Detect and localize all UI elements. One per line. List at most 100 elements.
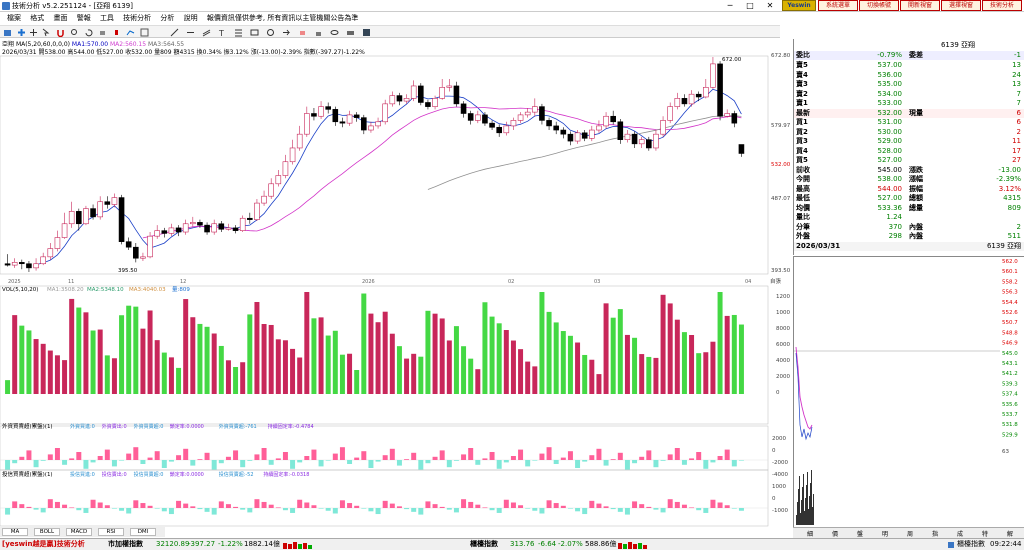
volume-bar (268, 324, 274, 394)
volume-bar (575, 342, 581, 394)
switch-account-button[interactable]: 切換帳號 (859, 0, 899, 11)
zoom-icon[interactable] (70, 28, 79, 37)
eraser-icon[interactable] (298, 28, 307, 37)
menu-format[interactable]: 格式 (30, 14, 45, 22)
quote-tab-3[interactable]: 明 (881, 531, 888, 538)
quote-tab-6[interactable]: 成 (956, 531, 963, 538)
ask-row-3[interactable]: 賣3 535.00 13 (794, 80, 1024, 89)
flow-bar (361, 451, 367, 460)
menu-file[interactable]: 檔案 (7, 14, 21, 22)
lock-icon[interactable] (314, 28, 323, 37)
candle-body (717, 63, 723, 117)
price-chart[interactable]: 672.00 395.50 672.80 579.97 532.00 487.07 393.… (0, 0, 790, 538)
ask-row-1[interactable]: 賣1 533.00 7 (794, 99, 1024, 108)
quote-tab-4[interactable]: 周 (906, 531, 913, 538)
indicator-tab-ma[interactable]: MA (2, 528, 28, 536)
menu-alert[interactable]: 警報 (76, 14, 91, 22)
menu-tools[interactable]: 工具 (99, 14, 114, 22)
flow-bar (624, 508, 630, 515)
quote-tab-8[interactable]: 解 (1006, 531, 1013, 538)
stat-row-7[interactable]: 外盤 298 內盤 511 (794, 232, 1024, 241)
bid-row-3[interactable]: 買3 529.00 11 (794, 137, 1024, 146)
quote-tab-7[interactable]: 特 (981, 531, 988, 538)
quote-tab-1[interactable]: 價 (831, 531, 838, 538)
stat-row-4[interactable]: 均價 533.36 總量 809 (794, 204, 1024, 213)
undo-icon[interactable] (84, 28, 93, 37)
channel-icon[interactable] (202, 28, 211, 37)
stat-row-3[interactable]: 最低 527.00 總額 4315 (794, 194, 1024, 203)
eye-icon[interactable] (330, 28, 339, 37)
menu-view[interactable]: 畫面 (53, 14, 68, 22)
print-icon[interactable] (346, 28, 355, 37)
stat-row-1[interactable]: 今開 538.00 漲幅 -2.39% (794, 175, 1024, 184)
flow-bar (97, 502, 103, 508)
flow-title: 外資買賣超(累盤)(1) (2, 422, 53, 430)
add-icon[interactable] (17, 28, 26, 37)
bid-row-1[interactable]: 買1 531.00 6 (794, 118, 1024, 127)
crosshair-icon[interactable] (29, 28, 38, 37)
close-button[interactable]: ✕ (766, 1, 774, 10)
bar-icon[interactable] (98, 28, 107, 37)
trendline-icon[interactable] (170, 28, 179, 37)
flow-bar (389, 503, 395, 508)
tick-chart-panel[interactable]: 562.0 560.1 558.2 556.3 554.4 552.6 550.7 548.8… (793, 256, 1024, 527)
rect-icon[interactable] (250, 28, 259, 37)
compare-icon[interactable] (126, 28, 135, 37)
bid-row-5[interactable]: 買5 527.00 27 (794, 156, 1024, 165)
text-icon[interactable]: T (218, 28, 227, 37)
flow-bar (560, 457, 566, 460)
ellipse-icon[interactable] (266, 28, 275, 37)
volume-bar (290, 348, 296, 394)
flow-bar (311, 505, 317, 508)
bid-row-2[interactable]: 買2 530.00 2 (794, 128, 1024, 137)
indicator-tab-macd[interactable]: MACD (66, 528, 92, 536)
menu-analysis[interactable]: 分析 (160, 14, 175, 22)
new-window-button[interactable]: 開新視窗 (900, 0, 940, 11)
flow-bar (646, 506, 652, 508)
minimize-button[interactable]: ─ (727, 1, 733, 10)
quote-tab-2[interactable]: 盤 (856, 531, 863, 538)
save-icon[interactable] (362, 28, 371, 37)
arrow-icon[interactable] (282, 28, 291, 37)
grid-icon[interactable] (140, 28, 149, 37)
volume-bar (382, 311, 388, 394)
indicator-tab-boll[interactable]: BOLL (34, 528, 60, 536)
volume-bar (553, 322, 559, 394)
candle-icon[interactable] (112, 28, 121, 37)
select-window-button[interactable]: 選擇視窗 (941, 0, 981, 11)
fib-icon[interactable] (234, 28, 243, 37)
bid-row-4[interactable]: 買4 528.00 17 (794, 147, 1024, 156)
last-price-row[interactable]: 最新 532.00 現量 6 (794, 108, 1024, 118)
maximize-button[interactable]: □ (746, 1, 754, 10)
hline-icon[interactable] (186, 28, 195, 37)
quote-tab-5[interactable]: 指 (931, 531, 938, 538)
low-label: 395.50 (118, 268, 138, 274)
indicator-tab-rsi[interactable]: RSI (98, 528, 124, 536)
candle-body (304, 113, 310, 135)
ask-row-4[interactable]: 賣4 536.00 24 (794, 71, 1024, 80)
magnet-icon[interactable] (56, 28, 65, 37)
stat-row-5[interactable]: 量比 1.24 (794, 213, 1024, 222)
tech-analysis-button[interactable]: 技術分析 (982, 0, 1022, 11)
stat-row-2[interactable]: 最高 544.00 振幅 3.12% (794, 185, 1024, 194)
quote-tab-0[interactable]: 細 (806, 531, 813, 538)
home-icon[interactable] (3, 28, 12, 37)
stat-row-0[interactable]: 前收 545.00 漲跌 -13.00 (794, 166, 1024, 175)
flow-bar (510, 502, 516, 508)
candle-body (311, 113, 317, 117)
volume-bar (119, 315, 125, 394)
ask-row-2[interactable]: 賣2 534.00 7 (794, 90, 1024, 99)
system-menu-button[interactable]: 系統選單 (818, 0, 858, 11)
stat-row-6[interactable]: 分筆 370 內盤 2 (794, 223, 1024, 232)
tse-percent: -1.22% (218, 540, 243, 548)
indicator-tab-dmi[interactable]: DMI (130, 528, 156, 536)
candle-body (97, 201, 103, 218)
quote-footer: 2026/03/31 6139 亞翔 (794, 241, 1024, 251)
flow-bar (632, 501, 638, 508)
status-extra[interactable]: 櫃檯指數 (957, 540, 985, 548)
stat-row-1-cell: 漲幅 (909, 175, 923, 183)
menu-help[interactable]: 說明 (183, 14, 198, 22)
ask-row-5[interactable]: 賣5 537.00 13 (794, 61, 1024, 70)
menu-tech[interactable]: 技術分析 (123, 14, 152, 22)
cursor-icon[interactable] (41, 28, 50, 37)
